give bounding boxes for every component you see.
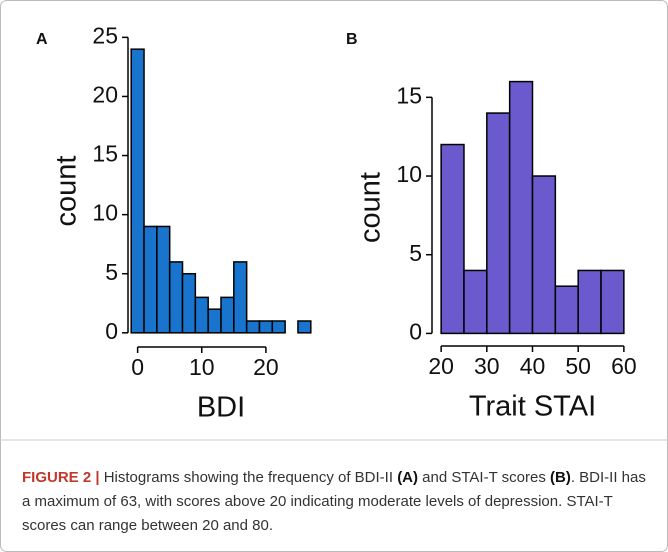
x-tick-label: 20: [253, 354, 279, 380]
y-axis-label: count: [355, 172, 387, 243]
bar: [130, 48, 145, 334]
y-tick-label: 15: [92, 141, 118, 167]
bar: [156, 225, 171, 334]
bar: [297, 320, 312, 334]
y-tick-label: 25: [92, 22, 118, 48]
x-tick-label: 20: [428, 353, 454, 379]
y-tick-label: 20: [92, 82, 118, 108]
y-tick-label: 5: [105, 259, 118, 285]
y-tick-label: 0: [409, 318, 422, 344]
bar: [194, 296, 209, 334]
caption-text: Histograms showing the frequency of BDI-…: [99, 469, 398, 486]
y-tick-label: 10: [92, 200, 118, 226]
bar: [143, 225, 158, 334]
x-tick-label: 40: [520, 353, 546, 379]
panel-label: B: [346, 31, 358, 48]
bar: [486, 112, 511, 335]
x-tick-label: 60: [611, 353, 637, 379]
x-tick-label: 10: [189, 354, 215, 380]
caption-ref: (A): [397, 469, 419, 486]
bar: [233, 261, 248, 334]
y-tick-label: 5: [409, 240, 422, 266]
x-axis-label: Trait STAI: [469, 391, 596, 423]
x-tick-label: 50: [565, 353, 591, 379]
caption-ref: (B): [550, 469, 571, 486]
y-tick-label: 0: [105, 318, 118, 344]
y-tick-label: 10: [396, 161, 422, 187]
bar: [181, 272, 197, 334]
bar: [220, 296, 235, 334]
x-tick-label: 0: [131, 354, 144, 380]
x-tick-label: 30: [474, 353, 500, 379]
bar: [245, 320, 261, 334]
bar: [168, 261, 184, 334]
bar: [207, 308, 222, 334]
bar: [271, 320, 286, 334]
x-axis-label: BDI: [197, 392, 245, 424]
caption-label: FIGURE 2 |: [22, 469, 100, 486]
y-tick-label: 15: [396, 82, 422, 108]
bar: [600, 269, 625, 335]
y-axis-label: count: [51, 156, 83, 227]
bar: [531, 175, 557, 335]
bar: [577, 269, 602, 335]
caption-text: and STAI-T scores: [418, 469, 551, 486]
caption-text: . BDI-II has a maximum of 63, with score…: [22, 469, 646, 534]
bar: [258, 320, 274, 334]
bar: [508, 80, 534, 335]
caption: FIGURE 2 | Histograms showing the freque…: [22, 466, 652, 538]
panel-label: A: [36, 31, 48, 48]
bar: [554, 285, 579, 335]
bar: [440, 143, 465, 335]
bar: [463, 269, 488, 335]
